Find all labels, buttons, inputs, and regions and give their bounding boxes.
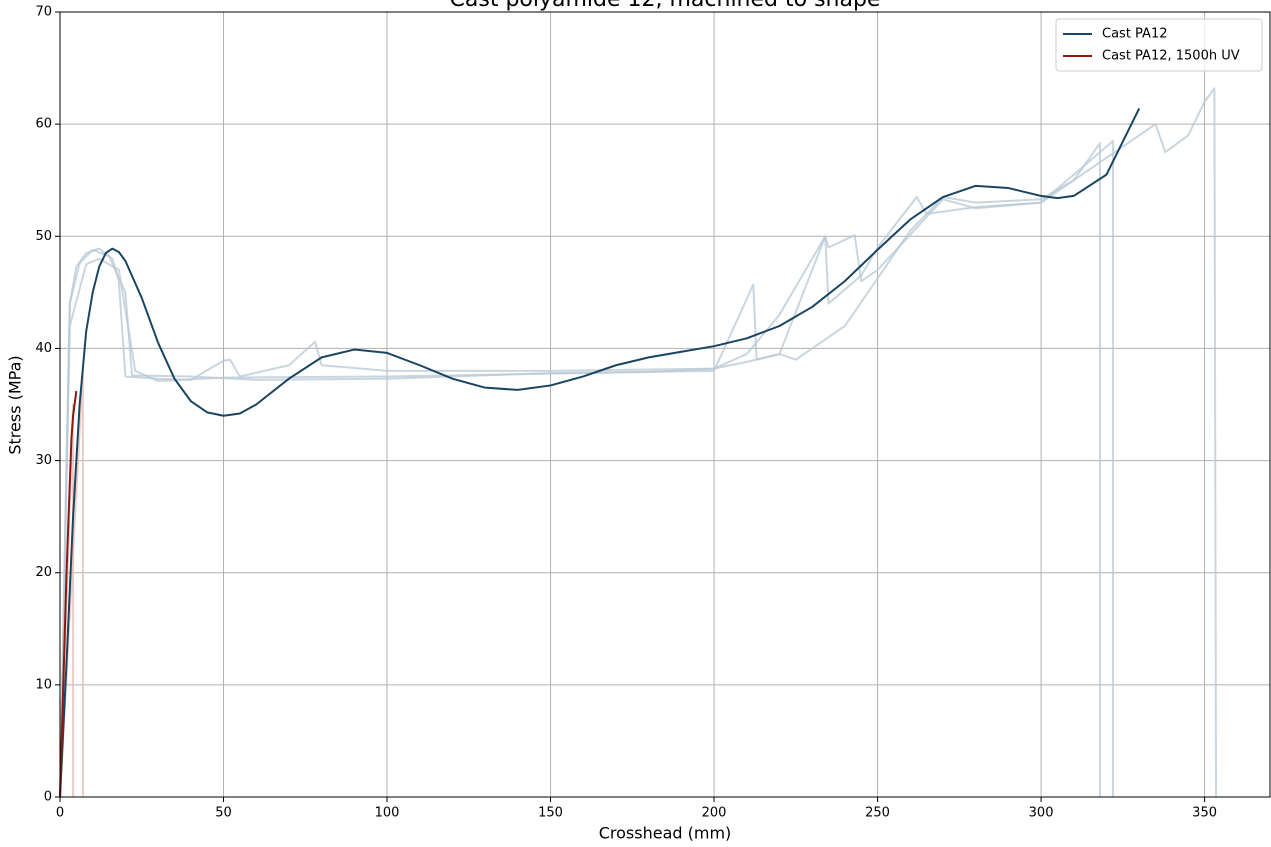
- x-tick-label: 50: [215, 806, 232, 821]
- y-tick-label: 10: [35, 677, 52, 692]
- y-tick-label: 40: [35, 341, 52, 356]
- x-tick-label: 150: [538, 806, 563, 821]
- y-tick-label: 50: [35, 229, 52, 244]
- legend-label: Cast PA12: [1102, 27, 1168, 42]
- y-tick-label: 20: [35, 565, 52, 580]
- specimen-line: [59, 142, 1101, 798]
- plot-frame: [59, 11, 1271, 798]
- legend-box: [1055, 18, 1263, 72]
- y-tick-label: 70: [35, 5, 52, 20]
- y-tick-label: 0: [44, 790, 52, 805]
- legend-label: Cast PA12, 1500h UV: [1102, 49, 1240, 64]
- x-tick-label: 0: [56, 806, 64, 821]
- x-axis-label: Crosshead (mm): [599, 824, 732, 843]
- specimen-line: [59, 139, 1115, 798]
- series-line: [59, 390, 78, 798]
- specimen-line: [59, 87, 1218, 798]
- series-line: [59, 107, 1141, 798]
- x-tick-label: 250: [865, 806, 890, 821]
- y-tick-label: 60: [35, 117, 52, 132]
- chart-title: Cast polyamide 12, machined to shape: [450, 0, 881, 12]
- x-tick-label: 100: [375, 806, 400, 821]
- x-tick-label: 200: [702, 806, 727, 821]
- x-tick-label: 350: [1192, 806, 1217, 821]
- y-axis-label: Stress (MPa): [6, 355, 25, 454]
- x-tick-label: 300: [1029, 806, 1054, 821]
- y-tick-label: 30: [35, 453, 52, 468]
